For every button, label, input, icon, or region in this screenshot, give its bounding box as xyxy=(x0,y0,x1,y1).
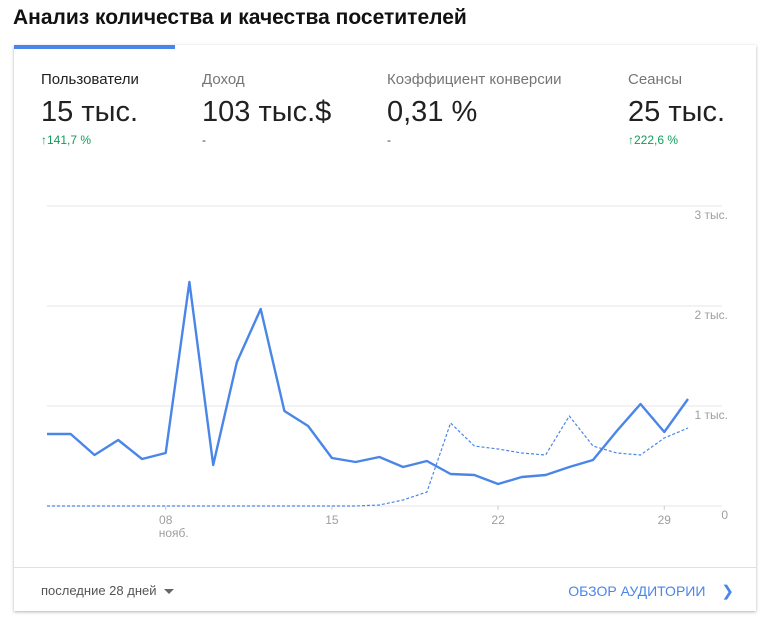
card-footer: последние 28 дней ОБЗОР АУДИТОРИИ ❯ xyxy=(14,567,756,612)
arrow-up-icon: ↑ xyxy=(41,133,47,147)
x-tick-label: 08 xyxy=(159,513,173,527)
arrow-up-icon: ↑ xyxy=(628,133,634,147)
x-tick-label: 29 xyxy=(658,513,672,527)
audience-overview-link[interactable]: ОБЗОР АУДИТОРИИ ❯ xyxy=(568,582,734,600)
x-tick-label: 15 xyxy=(325,513,339,527)
x-tick-sublabel: нояб. xyxy=(159,526,189,540)
chevron-right-icon: ❯ xyxy=(721,583,734,600)
series-line-dashed xyxy=(47,415,689,507)
metric-value: 25 тыс. xyxy=(628,96,725,128)
y-tick-label: 0 xyxy=(721,508,728,522)
y-tick-label: 2 тыс. xyxy=(695,308,728,322)
page-title: Анализ количества и качества посетителей xyxy=(13,6,467,29)
metric-label: Доход xyxy=(202,71,245,88)
metric-change: 141,7 % xyxy=(47,133,92,147)
metric-label: Пользователи xyxy=(41,71,139,88)
metric-revenue[interactable]: Доход 103 тыс.$ - xyxy=(202,71,331,147)
y-tick-label: 1 тыс. xyxy=(695,408,728,422)
series-line-solid xyxy=(47,280,689,486)
metric-value: 0,31 % xyxy=(387,96,478,128)
caret-down-icon xyxy=(163,589,174,595)
audience-card: Пользователи 15 тыс. ↑141,7 % Доход 103 … xyxy=(14,45,756,611)
metric-change: - xyxy=(387,133,391,147)
active-tab-indicator xyxy=(14,45,175,49)
date-range-label: последние 28 дней xyxy=(41,583,157,598)
y-tick-label: 3 тыс. xyxy=(695,208,728,222)
metric-users[interactable]: Пользователи 15 тыс. ↑141,7 % xyxy=(41,71,139,147)
metric-sessions[interactable]: Сеансы 25 тыс. ↑222,6 % xyxy=(628,71,725,147)
metric-conversion[interactable]: Коэффициент конверсии 0,31 % - xyxy=(387,71,562,147)
x-tick-label: 22 xyxy=(491,513,505,527)
metric-change: 222,6 % xyxy=(634,133,679,147)
metric-label: Сеансы xyxy=(628,71,683,88)
date-range-dropdown[interactable]: последние 28 дней xyxy=(41,583,174,598)
metric-value: 15 тыс. xyxy=(41,96,138,128)
metric-value: 103 тыс.$ xyxy=(202,96,332,128)
metric-label: Коэффициент конверсии xyxy=(387,71,562,88)
metric-change: - xyxy=(202,133,206,147)
overview-label: ОБЗОР АУДИТОРИИ xyxy=(568,583,706,599)
